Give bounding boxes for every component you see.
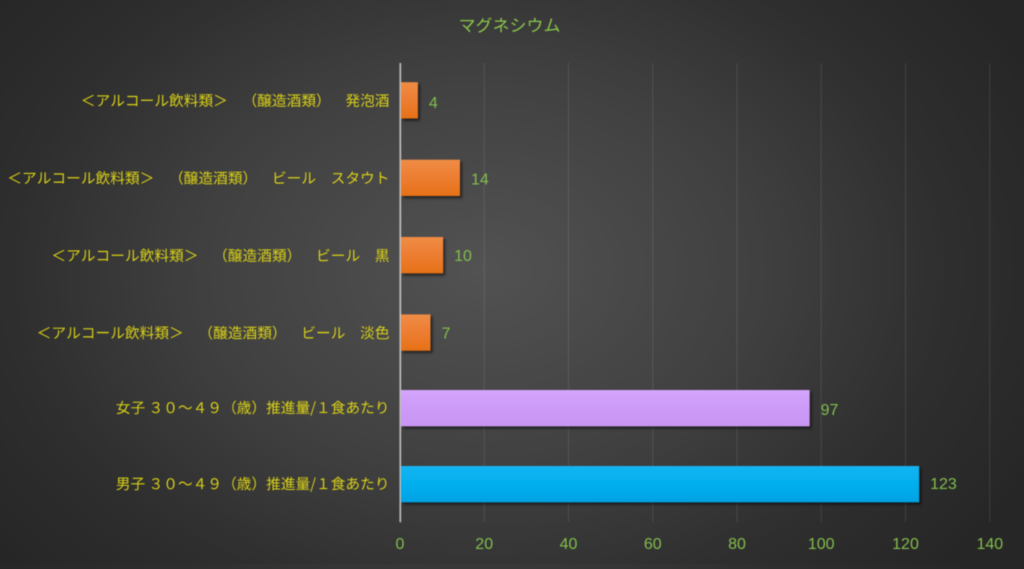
svg-text:140: 140 — [976, 536, 1003, 553]
svg-text:120: 120 — [892, 536, 919, 553]
svg-text:0: 0 — [396, 536, 405, 553]
svg-text:80: 80 — [728, 536, 746, 553]
svg-text:20: 20 — [475, 536, 493, 553]
svg-text:100: 100 — [808, 536, 835, 553]
svg-text:40: 40 — [560, 536, 578, 553]
svg-text:123: 123 — [930, 476, 957, 493]
svg-text:97: 97 — [821, 402, 839, 419]
svg-text:4: 4 — [429, 95, 438, 112]
svg-text:60: 60 — [644, 536, 662, 553]
svg-text:7: 7 — [442, 326, 451, 343]
svg-text:10: 10 — [454, 248, 472, 265]
svg-text:14: 14 — [471, 172, 489, 189]
